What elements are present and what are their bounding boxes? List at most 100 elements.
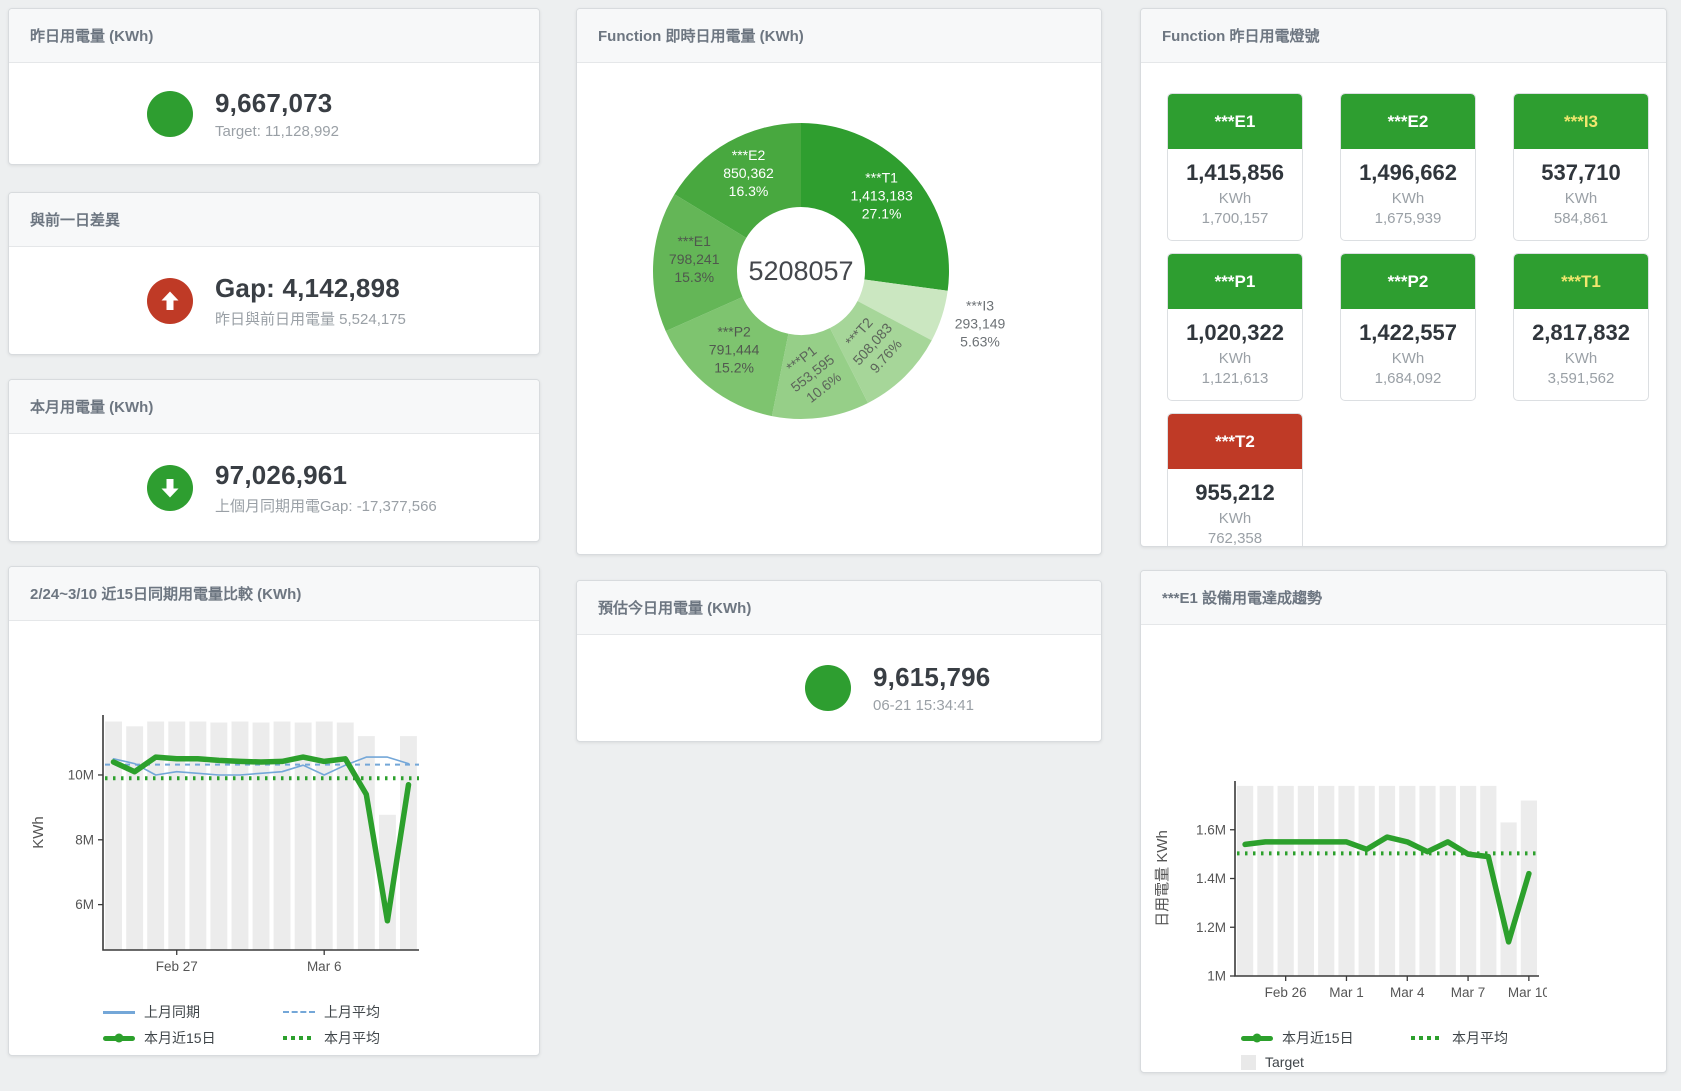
e1-trend-chart: 1M 1.2M 1.4M 1.6M Feb 26 Mar 1 Mar 4 Mar 7 Mar 1…: [1154, 781, 1550, 1000]
stat-body: Gap: 4,142,898 昨日與前日用電量 5,524,175: [9, 247, 539, 354]
light-tile-header: ***T2: [1168, 414, 1302, 469]
y-tick-label: 1.6M: [1196, 822, 1226, 837]
target-bar: [315, 721, 333, 950]
legend-swatch-dots-icon: [1411, 1036, 1443, 1040]
target-bar: [1297, 785, 1314, 976]
light-tile-header: ***E1: [1168, 94, 1302, 149]
donut-slice-P1[interactable]: [771, 328, 869, 419]
card-title: 預估今日用電量 (KWh): [577, 581, 1101, 635]
legend-swatch-box-icon: [103, 1054, 118, 1055]
y-tick-label: 6M: [75, 897, 94, 912]
y-axis-label: 日用電量 KWh: [1154, 830, 1171, 927]
donut-slice-I3[interactable]: [857, 279, 948, 341]
target-bar: [1277, 785, 1294, 976]
stat-subtext: 昨日與前日用電量 5,524,175: [215, 310, 406, 328]
target-bar: [168, 721, 186, 950]
target-bar: [231, 721, 249, 950]
light-tile-P1: ***P1 1,020,322 KWh 1,121,613: [1167, 253, 1303, 401]
x-tick-label: Mar 4: [1390, 985, 1425, 1000]
x-tick-label: Mar 7: [1451, 985, 1486, 1000]
legend-label: 上月平均: [324, 1004, 380, 1020]
stat-value: 97,026,961: [215, 459, 348, 490]
donut-slice-T1[interactable]: [801, 123, 949, 291]
stat-body: 9,615,796 06-21 15:34:41: [577, 635, 1101, 741]
light-tile-target: 584,861: [1553, 210, 1609, 227]
series-本月近15日: [110, 754, 412, 924]
lights-body: ***E1 1,415,856 KWh 1,700,157 ***E2 1,496,662…: [1141, 63, 1666, 547]
light-tile-body: 955,212 KWh 762,358: [1168, 469, 1302, 547]
target-bar: [273, 721, 291, 950]
target-bar: [252, 722, 270, 950]
light-tile-P2: ***P2 1,422,557 KWh 1,684,092: [1340, 253, 1476, 401]
status-circle-icon: [805, 665, 851, 711]
light-tile-body: 2,817,832 KWh 3,591,562: [1514, 309, 1648, 400]
legend-item-上月平均[interactable]: 上月平均: [283, 1002, 463, 1022]
series-上月同期: [112, 756, 410, 776]
light-tile-header: ***I3: [1514, 94, 1648, 149]
legend-label: 上月同期: [144, 1004, 200, 1020]
card-title: Function 昨日用電燈號: [1141, 9, 1666, 63]
light-tile-unit: KWh: [1391, 350, 1425, 367]
card-yesterday-lights: Function 昨日用電燈號 ***E1 1,415,856 KWh 1,700,1…: [1140, 8, 1667, 547]
target-bar: [1338, 785, 1355, 976]
legend-dot-icon: [1252, 1033, 1262, 1043]
legend-item-Target[interactable]: Target: [1241, 1054, 1411, 1070]
card-title: 本月用電量 (KWh): [9, 380, 539, 434]
stat-value: Gap: 4,142,898: [215, 272, 400, 303]
donut-slice-label: ***P2 791,444 15.2%: [709, 324, 760, 376]
target-bar: [1237, 785, 1254, 976]
stat-value: 9,615,796: [873, 662, 991, 692]
legend-item-本月平均[interactable]: 本月平均: [283, 1028, 463, 1048]
light-tile-header: ***P2: [1341, 254, 1475, 309]
light-tile-E1: ***E1 1,415,856 KWh 1,700,157: [1167, 93, 1303, 241]
x-tick-label: Mar 1: [1329, 985, 1364, 1000]
card-day-gap: 與前一日差異 Gap: 4,142,898 昨日與前日用電量 5,524,175: [8, 192, 540, 355]
legend-item-本月平均[interactable]: 本月平均: [1411, 1028, 1581, 1048]
target-bar: [1358, 785, 1375, 976]
donut-slice-E1[interactable]: [652, 194, 747, 332]
donut-slice-T2[interactable]: [829, 300, 932, 403]
target-bar: [336, 722, 354, 950]
light-tile-unit: KWh: [1391, 190, 1425, 207]
target-bar: [1439, 785, 1456, 976]
stat-text: 9,667,073 Target: 11,128,992: [215, 88, 339, 140]
legend-label: Target: [1265, 1054, 1304, 1070]
light-tile-E2: ***E2 1,496,662 KWh 1,675,939: [1340, 93, 1476, 241]
stat-text: Gap: 4,142,898 昨日與前日用電量 5,524,175: [215, 273, 406, 329]
card-yesterday-usage: 昨日用電量 (KWh) 9,667,073 Target: 11,128,992: [8, 8, 540, 165]
legend-item-本月近15日[interactable]: 本月近15日: [103, 1028, 283, 1048]
legend-dot-icon: [114, 1033, 124, 1043]
legend-label: 本月平均: [324, 1030, 380, 1046]
legend-item-本月近15日[interactable]: 本月近15日: [1241, 1028, 1411, 1048]
chart-axes: [102, 715, 419, 951]
right-column: Function 昨日用電燈號 ***E1 1,415,856 KWh 1,700,1…: [1140, 8, 1667, 1073]
donut-slice-E2[interactable]: [674, 123, 801, 238]
donut-slice-label: ***E1 798,241 15.3%: [669, 233, 720, 285]
legend-item-Target[interactable]: Target: [103, 1054, 283, 1055]
card-e1-trend-chart: ***E1 設備用電達成趨勢 1M 1.2M 1.4M 1.6M Feb 26 Mar 1…: [1140, 570, 1667, 1073]
light-tile-target: 1,121,613: [1201, 370, 1269, 387]
left-column: 昨日用電量 (KWh) 9,667,073 Target: 11,128,992…: [8, 8, 540, 1056]
legend-label: 本月近15日: [1282, 1030, 1354, 1046]
light-tile-target: 762,358: [1207, 530, 1263, 547]
light-tile-unit: KWh: [1218, 350, 1252, 367]
donut-slice-P2[interactable]: [665, 296, 789, 417]
card-realtime-donut: Function 即時日用電量 (KWh) ***T1 1,413,183 27.1…: [576, 8, 1102, 555]
donut-slice-label: ***E2 850,362 16.3%: [723, 147, 774, 199]
light-tile-body: 537,710 KWh 584,861: [1514, 149, 1648, 240]
target-bar: [189, 721, 207, 950]
legend-item-上月同期[interactable]: 上月同期: [103, 1002, 283, 1022]
light-tile-T1: ***T1 2,817,832 KWh 3,591,562: [1513, 253, 1649, 401]
legend-swatch-line-icon: [103, 1010, 135, 1014]
card-title: 2/24~3/10 近15日同期用電量比較 (KWh): [9, 567, 539, 621]
up-arrow-icon: [147, 277, 193, 324]
light-tile-target: 1,684,092: [1374, 370, 1442, 387]
series-本月近15日: [1242, 834, 1532, 945]
chart-body: 1M 1.2M 1.4M 1.6M Feb 26 Mar 1 Mar 4 Mar 7 Mar 1…: [1141, 625, 1666, 1072]
